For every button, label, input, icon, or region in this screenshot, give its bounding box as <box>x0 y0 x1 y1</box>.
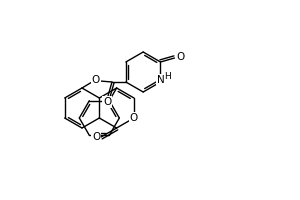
Text: O: O <box>103 97 111 107</box>
Text: H: H <box>164 72 171 81</box>
Text: O: O <box>92 75 100 85</box>
Text: O: O <box>130 113 138 123</box>
Text: O: O <box>92 132 100 142</box>
Text: O: O <box>176 52 184 62</box>
Text: N: N <box>157 75 164 85</box>
